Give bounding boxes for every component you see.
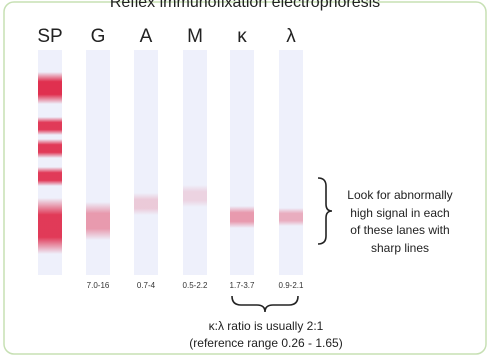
brace-right [318, 178, 332, 244]
side-note: sharp lines [371, 241, 429, 255]
lane [230, 50, 254, 275]
lane [279, 50, 303, 275]
page: {"title": "Reflex immunofixation electro… [0, 0, 490, 358]
lane [86, 50, 110, 275]
band [86, 202, 110, 240]
lane-label: M [187, 26, 203, 47]
side-note: Look for abnormally [347, 188, 452, 202]
band [38, 139, 62, 158]
band [38, 198, 62, 254]
band [38, 72, 62, 104]
lanes: SP G 7.0-16 A 0.7-4 M 0.5-2.2 κ 1.7-3.7 λ 0.9-2.1 [37, 26, 304, 290]
range-label: 0.5-2.2 [183, 281, 208, 290]
range-label: 0.7-4 [137, 281, 156, 290]
band [230, 206, 254, 228]
title: Reflex immunofixation electrophoresis [110, 0, 380, 11]
lane-label: κ [237, 26, 247, 47]
diagram: Reflex immunofixation electrophoresis SP… [0, 0, 490, 358]
brace-bottom [232, 296, 298, 312]
band [38, 167, 62, 186]
band [38, 117, 62, 135]
lane [183, 50, 207, 275]
lane-label: G [91, 26, 106, 47]
range-label: 1.7-3.7 [230, 281, 255, 290]
ratio-note: κ:λ ratio is usually 2:1 [209, 319, 324, 333]
range-label: 0.9-2.1 [279, 281, 304, 290]
range-label: 7.0-16 [87, 281, 110, 290]
lane-label: λ [286, 26, 296, 47]
side-note: high signal in each [350, 206, 449, 220]
band [134, 193, 158, 215]
lane [134, 50, 158, 275]
ratio-note: (reference range 0.26 - 1.65) [189, 336, 342, 350]
lane-label: SP [37, 26, 62, 47]
side-note: of these lanes with [350, 223, 449, 237]
band [279, 208, 303, 226]
lane-label: A [140, 26, 153, 47]
band [183, 185, 207, 207]
